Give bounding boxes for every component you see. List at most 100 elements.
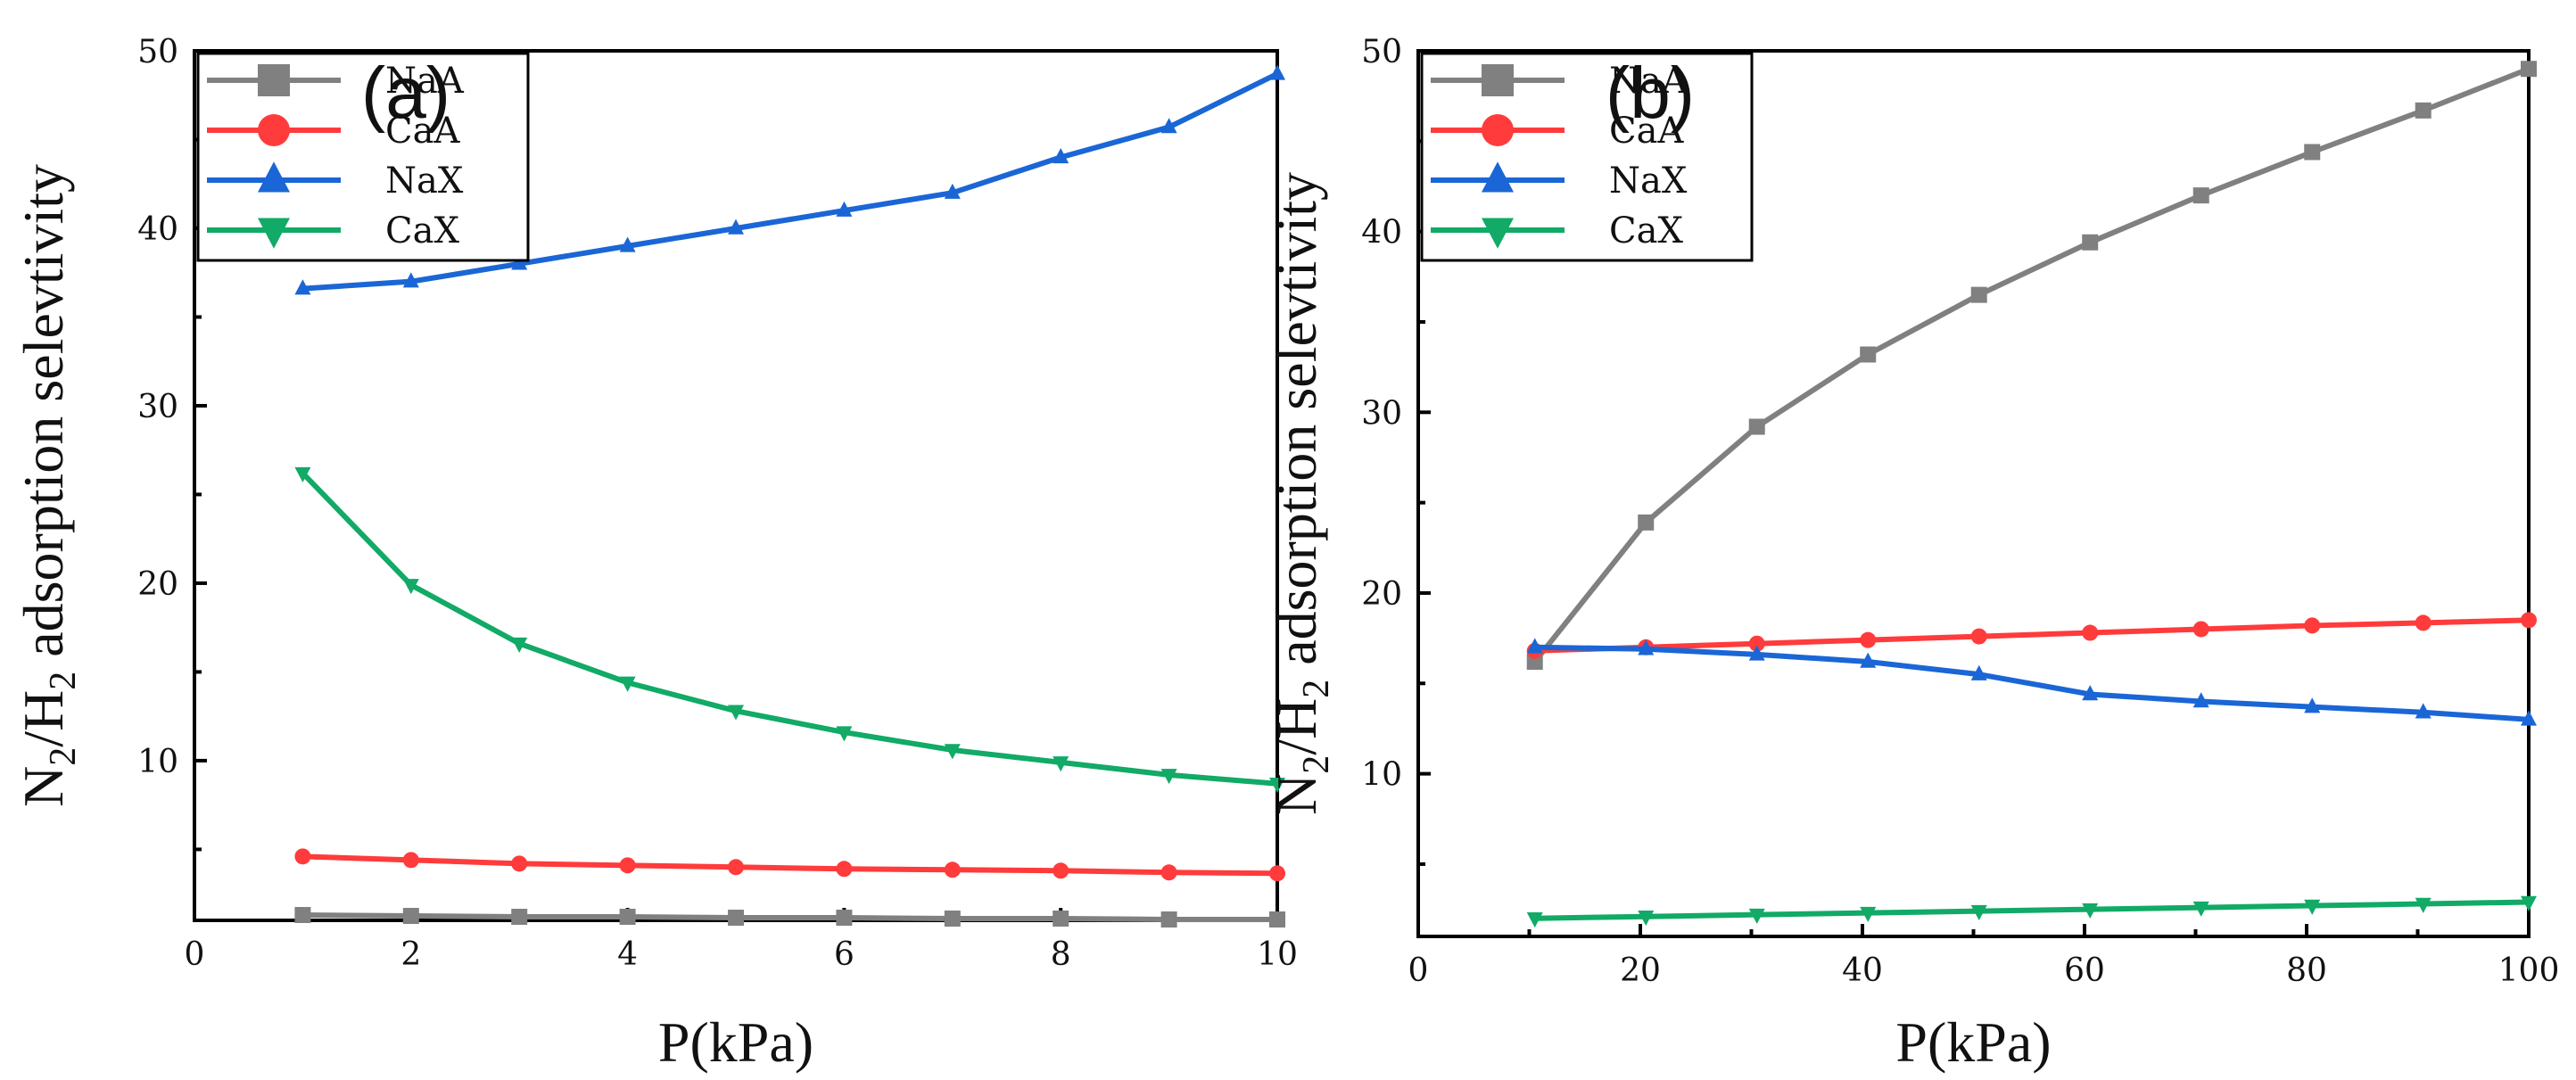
y-tick-label: 10	[1361, 757, 1402, 794]
legend-marker	[1482, 114, 1514, 146]
data-point	[1526, 638, 1543, 654]
data-point	[1160, 864, 1177, 881]
data-point	[2415, 614, 2432, 631]
y-tick-label: 50	[137, 34, 178, 70]
legend-label: CaA	[385, 111, 460, 152]
data-point	[944, 183, 961, 199]
data-point	[1160, 911, 1177, 928]
x-tick-label: 10	[1257, 936, 1298, 973]
y-axis-label-part: /H	[1265, 698, 1328, 755]
legend-label: CaA	[1609, 111, 1684, 152]
y-tick-label: 50	[1361, 34, 1402, 70]
x-tick-label: 20	[1620, 952, 1661, 989]
data-point	[836, 201, 853, 217]
y-axis-label: N2/H2 adsorption selevtivity	[12, 164, 84, 807]
y-axis-label-subscript: 2	[1296, 755, 1337, 774]
data-point	[2521, 710, 2537, 726]
data-point	[619, 236, 636, 252]
data-point	[944, 744, 961, 760]
series-CaA	[294, 848, 1285, 882]
legend-label: NaA	[1609, 61, 1688, 102]
data-point	[511, 637, 528, 653]
y-tick-label: 40	[137, 211, 178, 248]
data-point	[2415, 102, 2432, 119]
data-point	[728, 910, 744, 927]
data-point	[2082, 903, 2099, 919]
data-point	[511, 855, 528, 872]
data-point	[619, 857, 636, 874]
x-tick-label: 2	[400, 936, 421, 973]
series-NaX	[1526, 638, 2537, 726]
y-axis-label: N2/H2 adsorption selevtivity	[1265, 172, 1337, 815]
data-point	[1748, 635, 1765, 652]
data-point	[402, 908, 419, 925]
legend: NaA CaA NaX CaX	[196, 52, 530, 262]
series-line	[1532, 899, 2531, 921]
data-point	[1160, 118, 1177, 134]
data-point	[619, 909, 636, 926]
legend-marker	[258, 114, 290, 146]
series-line	[300, 912, 1280, 923]
y-axis-label-subscript: 2	[43, 747, 84, 766]
y-tick-label: 20	[1361, 576, 1402, 613]
y-axis-label-part: adsorption selevtivity	[1265, 172, 1328, 680]
data-point	[836, 861, 853, 878]
data-point	[1269, 778, 1285, 794]
data-point	[402, 852, 419, 869]
data-point	[836, 910, 853, 927]
data-point	[2521, 61, 2537, 78]
x-tick-label: 80	[2286, 952, 2327, 989]
series-NaA	[1526, 61, 2537, 670]
series-CaX	[1526, 895, 2537, 928]
data-point	[1160, 769, 1177, 785]
data-point	[2192, 901, 2209, 917]
data-point	[1269, 64, 1285, 80]
data-point	[294, 907, 311, 924]
data-point	[1860, 631, 1877, 648]
legend-label: NaA	[385, 61, 465, 102]
panel-label: (a)	[361, 53, 450, 134]
x-tick-label: 100	[2498, 952, 2560, 989]
legend-box	[1420, 52, 1754, 262]
legend-label: NaX	[1609, 161, 1688, 202]
data-point	[2304, 899, 2321, 915]
x-tick-label: 40	[1842, 952, 1883, 989]
legend: NaA CaA NaX CaX	[1420, 52, 1754, 262]
x-tick-label: 6	[834, 936, 855, 973]
data-point	[619, 676, 636, 692]
series-NaA	[294, 907, 1285, 928]
data-point	[944, 911, 961, 927]
data-point	[2415, 703, 2432, 719]
series-line	[300, 470, 1280, 787]
data-point	[1748, 418, 1765, 435]
y-axis-label-part: adsorption selevtivity	[12, 164, 75, 672]
data-point	[728, 218, 744, 235]
data-point	[1053, 911, 1069, 927]
data-point	[1526, 911, 1543, 928]
y-tick-label: 10	[137, 744, 178, 780]
data-point	[511, 254, 528, 270]
legend-label: CaX	[385, 210, 459, 251]
data-point	[728, 705, 744, 721]
data-point	[2415, 897, 2432, 913]
data-point	[402, 579, 419, 595]
data-point	[836, 726, 853, 742]
data-point	[294, 279, 311, 295]
y-axis-label-part: N	[12, 766, 75, 807]
y-tick-label: 20	[137, 566, 178, 603]
data-point	[402, 272, 419, 288]
data-point	[2192, 187, 2209, 204]
y-axis-label-subscript: 2	[43, 672, 84, 690]
data-point	[2082, 624, 2099, 641]
data-point	[2304, 617, 2321, 634]
y-tick-label: 30	[137, 389, 178, 425]
data-point	[1970, 628, 1987, 645]
data-point	[1053, 862, 1069, 879]
data-point	[1860, 652, 1877, 668]
data-point	[2082, 234, 2099, 251]
legend-marker	[1482, 64, 1514, 96]
data-point	[294, 848, 311, 865]
legend-box	[196, 52, 530, 262]
